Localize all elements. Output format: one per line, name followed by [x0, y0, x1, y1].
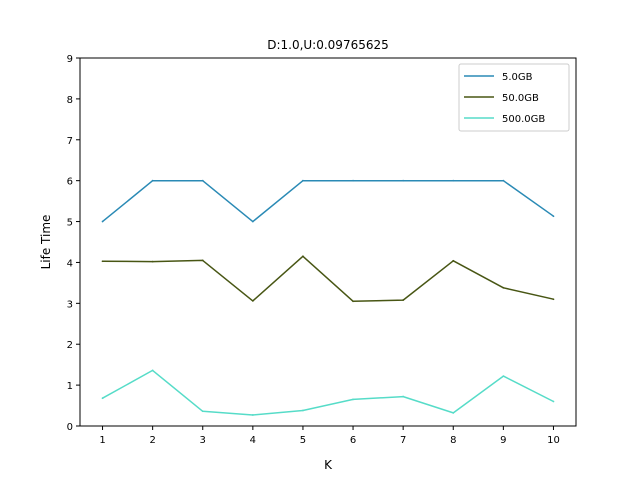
x-tick-label: 10 [547, 435, 560, 446]
data-point [352, 398, 354, 401]
data-point [251, 414, 254, 416]
data-point [352, 300, 354, 303]
data-point [151, 369, 154, 372]
data-point [502, 179, 505, 182]
data-point [251, 220, 254, 223]
data-point [302, 409, 304, 412]
y-axis: 0 1 2 3 4 5 6 7 8 9 [67, 54, 80, 433]
series-line-500.0GB [102, 369, 554, 416]
data-point [101, 260, 104, 263]
y-tick-label: 2 [67, 340, 73, 351]
data-point [452, 412, 455, 414]
data-point [302, 255, 304, 258]
x-tick-label: 7 [400, 435, 406, 446]
series-layer [101, 179, 555, 416]
x-axis-label: K [324, 458, 333, 472]
data-point [151, 179, 154, 182]
y-tick-label: 8 [67, 95, 73, 106]
data-point [552, 400, 555, 403]
data-point [402, 299, 405, 301]
series-line-50.0GB [102, 255, 554, 303]
data-point [201, 410, 204, 413]
y-tick-label: 3 [67, 299, 73, 310]
data-point [201, 179, 204, 182]
x-tick-label: 4 [250, 435, 256, 446]
x-tick-label: 2 [149, 435, 155, 446]
legend-label: 500.0GB [502, 114, 545, 125]
data-point [101, 220, 104, 223]
data-point [402, 179, 405, 182]
data-point [352, 179, 354, 182]
axes-frame [79, 57, 577, 427]
y-tick-label: 4 [67, 258, 73, 269]
data-point [452, 179, 455, 182]
y-tick-label: 6 [67, 177, 73, 188]
y-tick-label: 0 [67, 422, 73, 433]
x-tick-label: 8 [450, 435, 456, 446]
legend: 5.0GB 50.0GB 500.0GB [458, 63, 570, 132]
y-tick-label: 5 [67, 218, 73, 229]
series-line-5.0GB [102, 179, 554, 223]
y-tick-label: 9 [67, 54, 73, 65]
data-point [302, 179, 304, 182]
x-axis: 1 2 3 4 5 6 7 8 9 10 [99, 426, 560, 446]
x-tick-label: 1 [99, 435, 105, 446]
y-axis-label: Life Time [39, 215, 53, 270]
legend-label: 5.0GB [502, 72, 533, 83]
x-tick-label: 5 [300, 435, 306, 446]
y-tick-label: 7 [67, 136, 73, 147]
legend-box [458, 63, 570, 132]
data-point [502, 375, 505, 378]
data-point [201, 259, 204, 262]
data-point [151, 260, 154, 263]
data-point [101, 397, 104, 400]
legend-label: 50.0GB [502, 93, 539, 104]
chart-title: D:1.0,U:0.09765625 [267, 38, 389, 52]
x-tick-label: 6 [350, 435, 356, 446]
x-tick-label: 3 [200, 435, 206, 446]
data-point [452, 259, 455, 262]
x-tick-label: 9 [500, 435, 506, 446]
data-point [402, 395, 405, 398]
data-point [552, 215, 555, 218]
data-point [251, 299, 254, 302]
y-tick-label: 1 [67, 381, 73, 392]
data-point [502, 286, 505, 289]
data-point [552, 298, 555, 301]
